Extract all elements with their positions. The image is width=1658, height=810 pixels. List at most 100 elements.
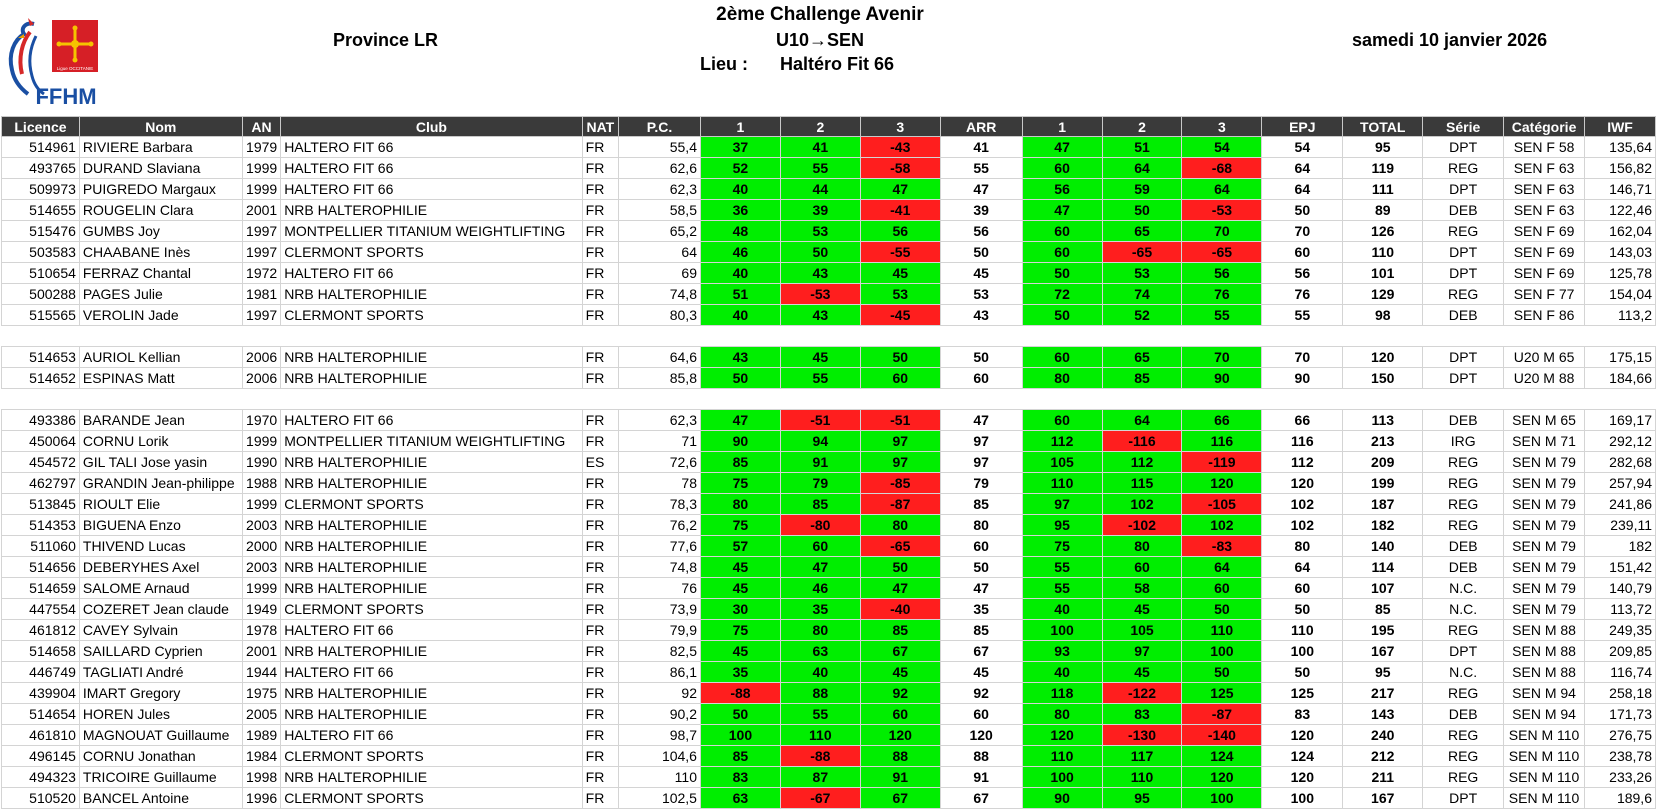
table-body: 514961 RIVIERE Barbara 1979 HALTERO FIT 66 F…	[1, 136, 1656, 809]
cell-serie: DPT	[1422, 367, 1505, 389]
cell-total: 140	[1342, 535, 1424, 557]
cell-categorie: SEN F 63	[1503, 199, 1586, 221]
cell-arr1: 30	[699, 598, 781, 620]
cell-club: HALTERO FIT 66	[280, 136, 583, 158]
cell-arr: 50	[939, 346, 1023, 368]
cell-ej2: 64	[1101, 409, 1183, 431]
cell-ej1: 110	[1021, 745, 1103, 767]
cell-club: NRB HALTEROPHILIE	[280, 514, 583, 536]
cell-categorie: SEN M 79	[1503, 451, 1586, 473]
cell-nom: TRICOIRE Guillaume	[78, 766, 243, 788]
cell-club: NRB HALTEROPHILIE	[280, 577, 583, 599]
cell-ej3: -53	[1181, 199, 1263, 221]
cell-an: 1999	[241, 430, 282, 452]
cell-club: CLERMONT SPORTS	[280, 241, 583, 263]
cell-ej1: 100	[1021, 619, 1103, 641]
cell-arr1: 100	[699, 724, 781, 746]
cell-ej3: 60	[1181, 577, 1263, 599]
cell-pc: 92	[618, 682, 701, 704]
cell-nat: FR	[581, 262, 620, 284]
cell-ej1: 75	[1021, 535, 1103, 557]
cell-nat: FR	[581, 220, 620, 242]
cell-serie: DPT	[1422, 241, 1505, 263]
cell-ej1: 80	[1021, 367, 1103, 389]
cell-total: 212	[1342, 745, 1424, 767]
cell-arr1: 52	[699, 157, 781, 179]
cell-club: HALTERO FIT 66	[280, 178, 583, 200]
cell-categorie: SEN M 79	[1503, 577, 1586, 599]
column-header-ej3: 3	[1181, 116, 1263, 137]
cell-arr2: 60	[779, 535, 861, 557]
cell-ej3: 102	[1181, 514, 1263, 536]
cell-arr2: 94	[779, 430, 861, 452]
cell-serie: REG	[1422, 157, 1505, 179]
cell-serie: REG	[1422, 766, 1505, 788]
cell-licence: 496145	[1, 745, 80, 767]
cell-pc: 86,1	[618, 661, 701, 683]
cell-club: HALTERO FIT 66	[280, 724, 583, 746]
cell-licence: 514961	[1, 136, 80, 158]
cell-serie: DPT	[1422, 787, 1505, 809]
cell-arr: 53	[939, 283, 1023, 305]
cell-categorie: SEN F 63	[1503, 157, 1586, 179]
cell-an: 1984	[241, 745, 282, 767]
cell-nat: FR	[581, 556, 620, 578]
cell-licence: 515565	[1, 304, 80, 326]
cell-licence: 494323	[1, 766, 80, 788]
cell-arr2: 87	[779, 766, 861, 788]
cell-nom: CHAABANE Inès	[78, 241, 243, 263]
cell-categorie: SEN M 79	[1503, 556, 1586, 578]
cell-ej1: 112	[1021, 430, 1103, 452]
cell-arr3: -45	[859, 304, 941, 326]
column-header-pc: P.C.	[618, 116, 701, 137]
cell-club: HALTERO FIT 66	[280, 157, 583, 179]
cell-nom: CORNU Lorik	[78, 430, 243, 452]
cell-licence: 510520	[1, 787, 80, 809]
cell-licence: 461812	[1, 619, 80, 641]
table-row: 447554 COZERET Jean claude 1949 CLERMONT SP…	[1, 598, 1656, 620]
cell-ej3: 66	[1181, 409, 1263, 431]
cell-pc: 80,3	[618, 304, 701, 326]
cell-categorie: SEN M 94	[1503, 703, 1586, 725]
cell-arr2: 85	[779, 493, 861, 515]
cell-iwf: 151,42	[1584, 556, 1656, 578]
cell-nat: FR	[581, 682, 620, 704]
cell-ej2: -102	[1101, 514, 1183, 536]
cell-arr1: 43	[699, 346, 781, 368]
cell-total: 119	[1342, 157, 1424, 179]
cell-nom: MAGNOUAT Guillaume	[78, 724, 243, 746]
column-header-an: AN	[241, 116, 282, 137]
cell-ej1: 40	[1021, 661, 1103, 683]
cell-ej1: 55	[1021, 556, 1103, 578]
cell-arr2: 39	[779, 199, 861, 221]
cell-ej2: 83	[1101, 703, 1183, 725]
cell-ej1: 60	[1021, 157, 1103, 179]
cell-iwf: 135,64	[1584, 136, 1656, 158]
table-row: 514654 HOREN Jules 2005 NRB HALTEROPHILIE FR…	[1, 703, 1656, 725]
table-row: 515476 GUMBS Joy 1997 MONTPELLIER TITANIUM …	[1, 220, 1656, 242]
cell-ej1: 90	[1021, 787, 1103, 809]
cell-arr1: 40	[699, 178, 781, 200]
cell-ej1: 120	[1021, 724, 1103, 746]
cell-iwf: 209,85	[1584, 640, 1656, 662]
cell-epj: 110	[1261, 619, 1344, 641]
cell-arr: 88	[939, 745, 1023, 767]
cell-arr: 120	[939, 724, 1023, 746]
cell-ej3: 64	[1181, 178, 1263, 200]
cell-an: 1999	[241, 577, 282, 599]
cell-epj: 83	[1261, 703, 1344, 725]
cell-an: 1997	[241, 241, 282, 263]
cell-categorie: SEN F 77	[1503, 283, 1586, 305]
cell-an: 2005	[241, 703, 282, 725]
cell-pc: 90,2	[618, 703, 701, 725]
cell-arr1: 46	[699, 241, 781, 263]
cell-categorie: SEN M 79	[1503, 514, 1586, 536]
cell-ej1: 97	[1021, 493, 1103, 515]
cell-ej3: 70	[1181, 346, 1263, 368]
cell-epj: 70	[1261, 220, 1344, 242]
group-separator	[1, 325, 1656, 347]
cell-serie: DEB	[1422, 304, 1505, 326]
cell-serie: REG	[1422, 220, 1505, 242]
cell-licence: 439904	[1, 682, 80, 704]
cell-nom: IMART Gregory	[78, 682, 243, 704]
